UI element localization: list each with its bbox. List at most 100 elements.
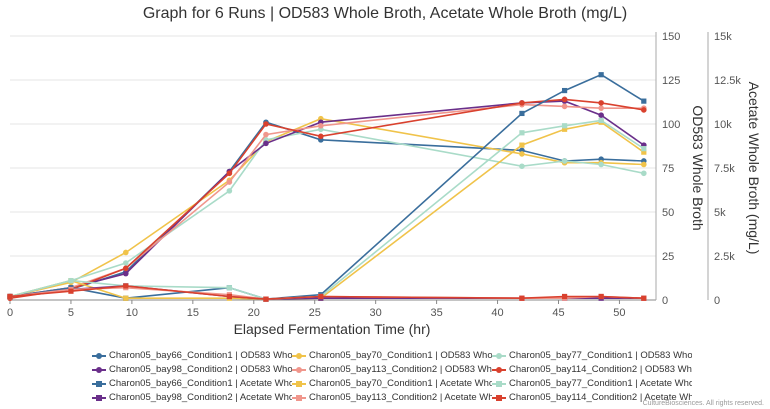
data-point[interactable]	[318, 293, 324, 300]
series-5	[7, 96, 647, 302]
data-point[interactable]	[519, 142, 525, 148]
data-point[interactable]	[561, 96, 568, 103]
data-point[interactable]	[598, 117, 604, 124]
legend-item[interactable]: Charon05_bay113_Condition2 | Acetate Wh.…	[292, 391, 492, 404]
data-point[interactable]	[519, 100, 525, 106]
legend-item[interactable]: Charon05_bay66_Condition1 | Acetate Who.…	[92, 377, 292, 390]
data-point[interactable]	[641, 146, 647, 152]
data-point[interactable]	[641, 170, 647, 177]
legend-label: Charon05_bay66_Condition1 | OD583 Whol..…	[109, 350, 292, 361]
legend-item[interactable]: Charon05_bay66_Condition1 | OD583 Whol..…	[92, 349, 292, 362]
data-point[interactable]	[641, 107, 647, 113]
legend-swatch	[292, 379, 306, 389]
data-point[interactable]	[263, 121, 269, 127]
legend: Charon05_bay66_Condition1 | OD583 Whol..…	[92, 349, 692, 404]
data-point[interactable]	[561, 123, 568, 129]
legend-swatch	[92, 393, 106, 403]
data-point[interactable]	[122, 270, 129, 277]
data-point[interactable]	[519, 295, 525, 301]
data-point[interactable]	[641, 98, 647, 104]
y-tick-label-acetate: 7.5k	[714, 163, 735, 175]
data-point[interactable]	[598, 112, 604, 118]
data-point[interactable]	[598, 161, 604, 168]
legend-swatch	[492, 393, 506, 403]
data-point[interactable]	[519, 151, 525, 157]
data-point[interactable]	[598, 100, 604, 106]
data-point[interactable]	[122, 260, 129, 266]
legend-item[interactable]: Charon05_bay77_Condition1 | OD583 Whol..…	[492, 349, 692, 362]
x-tick-label: 25	[309, 307, 321, 319]
x-tick-label: 35	[430, 307, 442, 319]
grid-lines	[10, 35, 656, 301]
data-point[interactable]	[123, 283, 129, 289]
data-point[interactable]	[226, 188, 233, 194]
data-point[interactable]	[598, 72, 604, 78]
y-axis-title-acetate: Acetate Whole Broth (mg/L)	[746, 82, 762, 255]
series-1	[7, 115, 647, 300]
data-point[interactable]	[519, 130, 525, 136]
legend-item[interactable]: Charon05_bay70_Condition1 | Acetate Who.…	[292, 377, 492, 390]
legend-item[interactable]: Charon05_bay98_Condition2 | Acetate Who.…	[92, 391, 292, 404]
data-point[interactable]	[641, 295, 647, 301]
data-point[interactable]	[598, 105, 604, 111]
data-point[interactable]	[561, 103, 568, 110]
y-tick-label-od: 100	[662, 119, 680, 131]
data-point[interactable]	[561, 126, 568, 132]
data-point[interactable]	[598, 293, 604, 300]
y-tick-label-acetate: 0	[714, 295, 720, 307]
legend-item[interactable]: Charon05_bay70_Condition1 | OD583 Whol..…	[292, 349, 492, 362]
x-axis-title: Elapsed Fermentation Time (hr)	[234, 321, 431, 337]
series-line	[9, 103, 644, 298]
data-point[interactable]	[226, 293, 232, 300]
series-line	[9, 121, 645, 300]
x-tick-label: 0	[7, 307, 13, 319]
data-point[interactable]	[122, 265, 129, 272]
legend-item[interactable]: Charon05_bay114_Condition2 | OD583 Wh...	[492, 363, 692, 376]
series-line	[9, 119, 645, 300]
legend-label: Charon05_bay114_Condition2 | OD583 Wh...	[509, 364, 692, 375]
legend-item[interactable]: Charon05_bay113_Condition2 | OD583 Who..…	[292, 363, 492, 376]
data-point[interactable]	[641, 161, 647, 168]
data-point[interactable]	[561, 158, 568, 164]
y-tick-label-acetate: 10k	[714, 119, 732, 131]
y-tick-label-od: 125	[662, 75, 680, 87]
data-point[interactable]	[263, 140, 269, 147]
data-point[interactable]	[226, 179, 233, 185]
legend-swatch	[292, 393, 306, 403]
data-point[interactable]	[318, 122, 324, 129]
series-line	[9, 73, 645, 300]
legend-swatch	[492, 351, 506, 361]
legend-swatch	[92, 351, 106, 361]
data-point[interactable]	[641, 149, 647, 155]
series-0	[7, 119, 647, 300]
legend-swatch	[292, 351, 306, 361]
x-tick-label: 10	[126, 307, 138, 319]
x-tick-label: 20	[248, 307, 260, 319]
data-point[interactable]	[561, 87, 568, 94]
data-point[interactable]	[7, 293, 13, 300]
series-line	[9, 98, 644, 299]
data-point[interactable]	[68, 288, 74, 294]
legend-item[interactable]: Charon05_bay98_Condition2 | OD583 Whol..…	[92, 363, 292, 376]
data-point[interactable]	[263, 296, 269, 302]
series-7	[7, 119, 647, 302]
data-point[interactable]	[226, 285, 232, 291]
x-tick-label: 50	[613, 307, 625, 319]
legend-item[interactable]: Charon05_bay114_Condition2 | Acetate Wh.…	[492, 391, 692, 404]
legend-item[interactable]: Charon05_bay77_Condition1 | Acetate Who.…	[492, 377, 692, 390]
series-11	[7, 283, 647, 302]
copyright-text: CultureBiosciences. All rights reserved.	[642, 400, 764, 407]
data-point[interactable]	[68, 278, 74, 284]
y-tick-label-acetate: 12.5k	[714, 75, 741, 87]
data-point[interactable]	[263, 131, 269, 138]
data-point[interactable]	[123, 295, 129, 301]
y-tick-label-od: 50	[662, 207, 674, 219]
legend-swatch	[92, 365, 106, 375]
data-point[interactable]	[519, 110, 525, 117]
data-point[interactable]	[318, 133, 324, 140]
data-point[interactable]	[561, 293, 568, 300]
data-point[interactable]	[226, 170, 233, 177]
data-point[interactable]	[122, 249, 129, 256]
series-line	[9, 128, 644, 298]
data-point[interactable]	[519, 163, 525, 170]
